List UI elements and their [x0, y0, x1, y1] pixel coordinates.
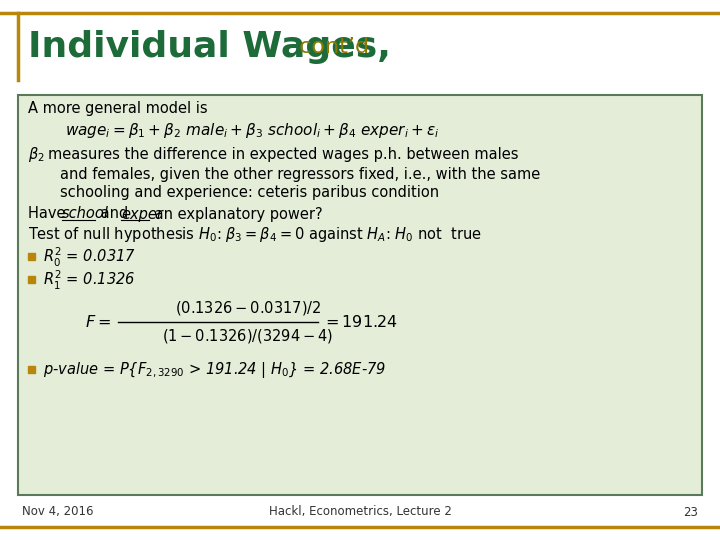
- Text: Individual Wages,: Individual Wages,: [28, 30, 391, 64]
- Text: $\beta_2$: $\beta_2$: [28, 145, 45, 164]
- Bar: [28, 366, 35, 373]
- Text: Test of null hypothesis $H_0$: $\beta_3 = \beta_4 = 0$ against $H_A$: $H_0$ not : Test of null hypothesis $H_0$: $\beta_3 …: [28, 226, 482, 245]
- Text: exper: exper: [121, 206, 163, 221]
- Text: an explanatory power?: an explanatory power?: [150, 206, 323, 221]
- Text: school: school: [62, 206, 109, 221]
- Text: $R_1^2$ = 0.1326: $R_1^2$ = 0.1326: [43, 268, 135, 292]
- Text: 23: 23: [683, 505, 698, 518]
- Text: measures the difference in expected wages p.h. between males: measures the difference in expected wage…: [48, 146, 518, 161]
- Text: A more general model is: A more general model is: [28, 100, 207, 116]
- Text: $R_0^2$ = 0.0317: $R_0^2$ = 0.0317: [43, 245, 136, 268]
- Text: $wage_i = \beta_1 + \beta_2\ male_i + \beta_3\ school_i + \beta_4\ exper_i + \va: $wage_i = \beta_1 + \beta_2\ male_i + \b…: [65, 120, 439, 139]
- Text: Have: Have: [28, 206, 70, 221]
- Text: Nov 4, 2016: Nov 4, 2016: [22, 505, 94, 518]
- Text: $F=$: $F=$: [85, 314, 111, 330]
- Text: cont’d: cont’d: [292, 37, 369, 57]
- Text: Hackl, Econometrics, Lecture 2: Hackl, Econometrics, Lecture 2: [269, 505, 451, 518]
- Text: $(0.1326-0.0317)/2$: $(0.1326-0.0317)/2$: [175, 299, 321, 317]
- Text: schooling and experience: ceteris paribus condition: schooling and experience: ceteris paribu…: [60, 185, 439, 199]
- Text: and females, given the other regressors fixed, i.e., with the same: and females, given the other regressors …: [60, 166, 540, 181]
- Bar: [28, 253, 35, 260]
- Text: $=191.24$: $=191.24$: [322, 314, 397, 330]
- Bar: [28, 276, 35, 283]
- Text: and: and: [96, 206, 133, 221]
- Text: $p$-value = P{$F_{2,3290}$ > 191.24 | H$_0$} = 2.68E-79: $p$-value = P{$F_{2,3290}$ > 191.24 | H$…: [43, 360, 386, 380]
- Text: $(1-0.1326)/(3294-4)$: $(1-0.1326)/(3294-4)$: [162, 327, 333, 345]
- FancyBboxPatch shape: [18, 95, 702, 495]
